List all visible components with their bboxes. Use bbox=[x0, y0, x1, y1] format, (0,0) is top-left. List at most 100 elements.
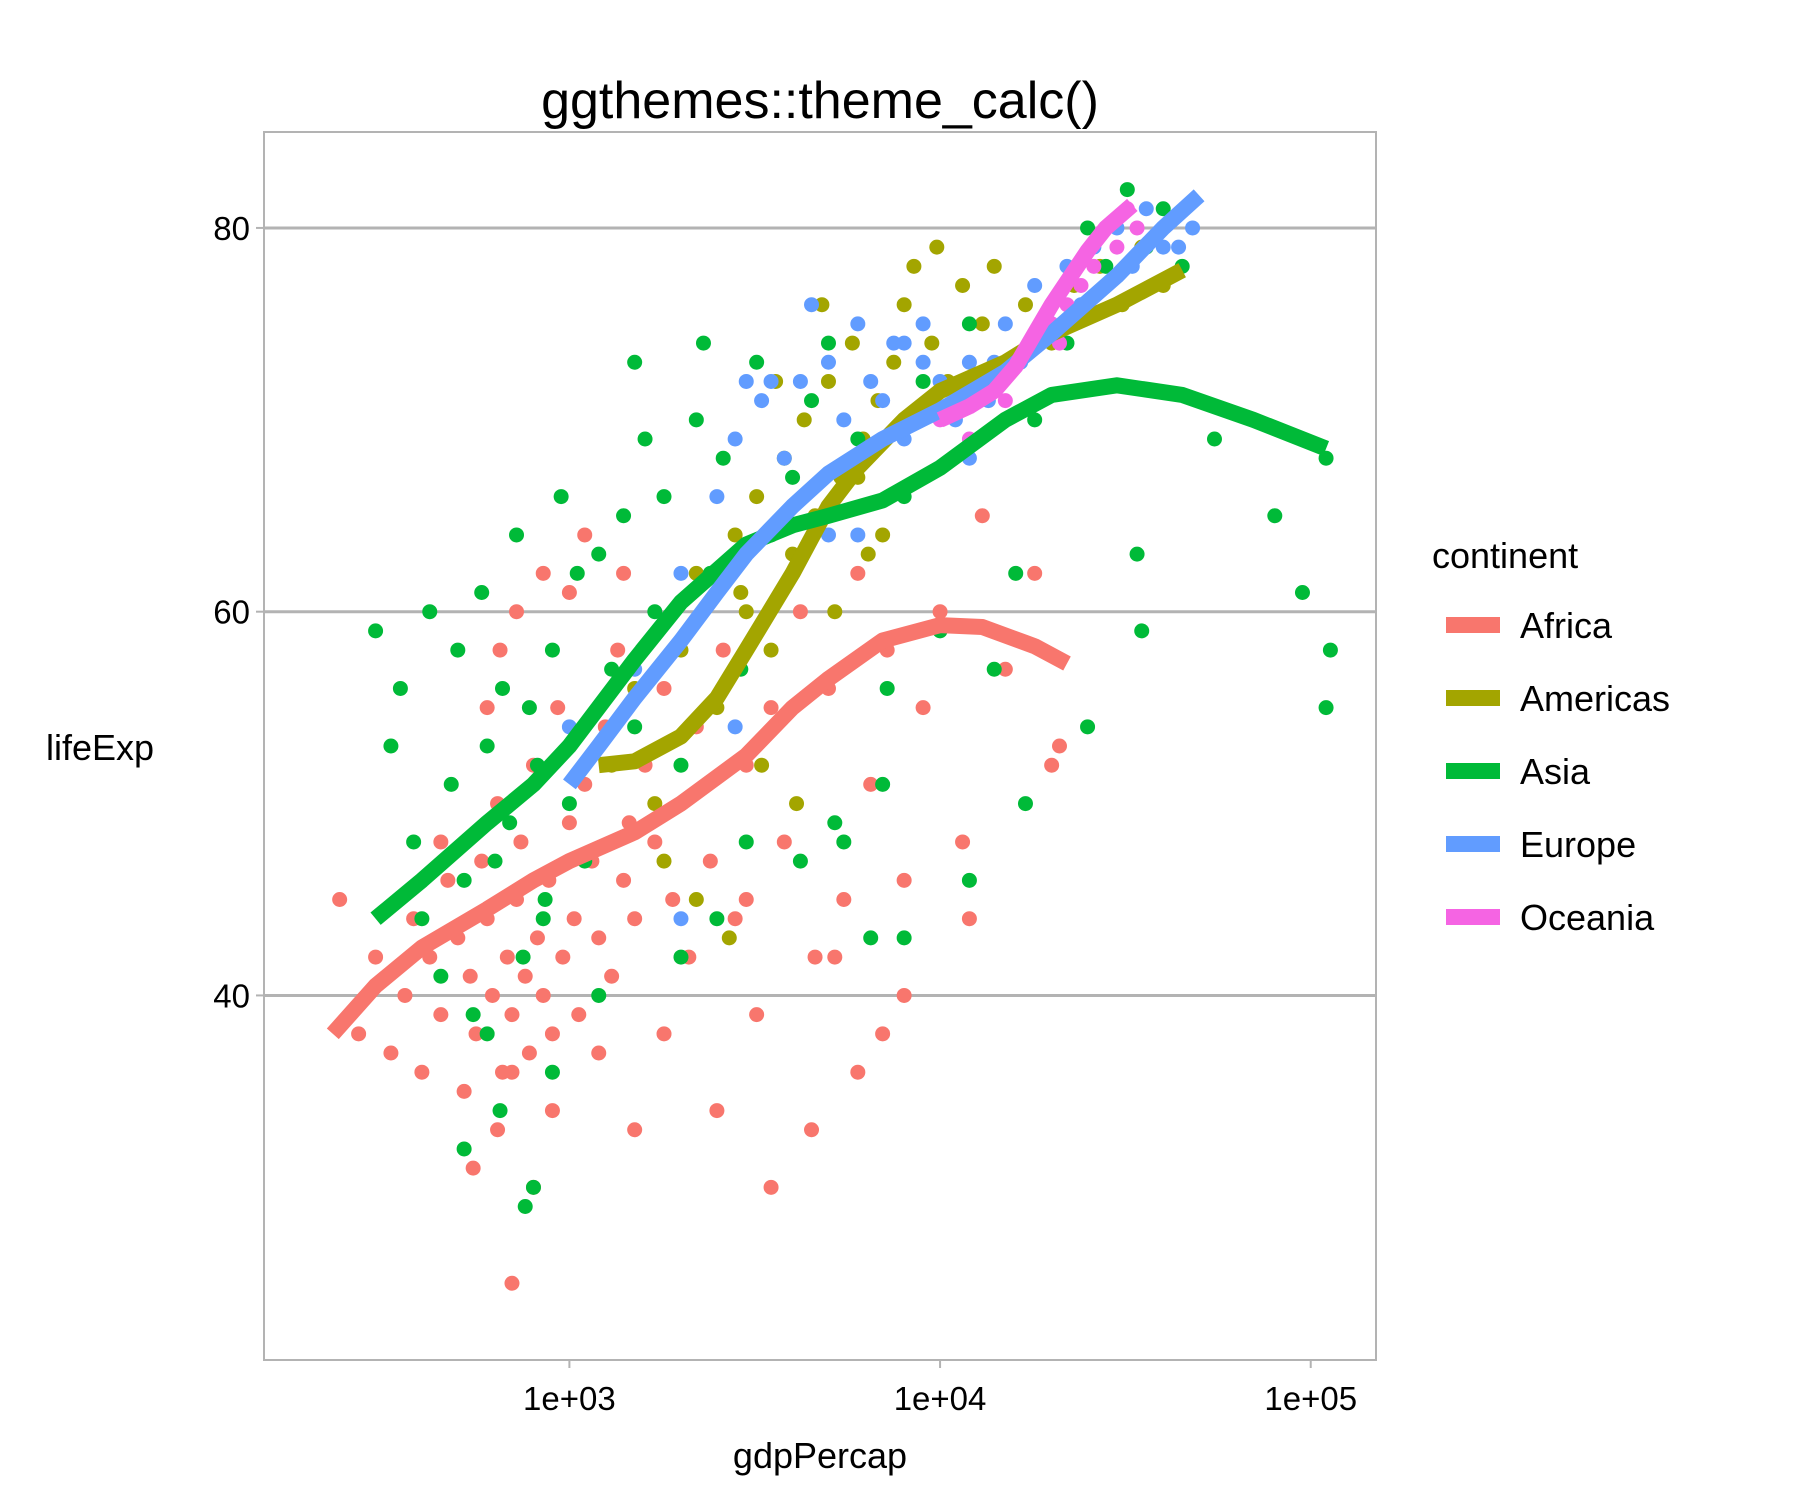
point-africa-27 bbox=[535, 987, 551, 1003]
point-americas-22 bbox=[924, 335, 940, 351]
point-asia-87 bbox=[535, 911, 551, 927]
point-americas-39 bbox=[827, 604, 843, 620]
legend-label-americas: Americas bbox=[1520, 678, 1670, 719]
point-asia-17 bbox=[515, 949, 531, 965]
smooth-lines bbox=[326, 189, 1330, 1040]
point-europe-43 bbox=[896, 335, 912, 351]
point-africa-55 bbox=[749, 1007, 765, 1023]
point-africa-40 bbox=[610, 642, 626, 658]
point-europe-13 bbox=[863, 373, 879, 389]
x-tick-label-0: 1e+03 bbox=[523, 1380, 616, 1417]
point-africa-99 bbox=[1044, 757, 1060, 773]
point-europe-12 bbox=[850, 316, 866, 332]
point-asia-18 bbox=[521, 700, 537, 716]
point-africa-0 bbox=[332, 892, 348, 907]
point-asia-32 bbox=[656, 489, 672, 505]
point-asia-50 bbox=[986, 661, 1002, 677]
point-africa-12 bbox=[462, 968, 478, 984]
legend: continent Africa Americas Asia Europe Oceani… bbox=[1432, 535, 1670, 938]
point-europe-6 bbox=[754, 393, 770, 409]
point-africa-22 bbox=[513, 834, 529, 850]
point-africa-46 bbox=[656, 680, 672, 696]
x-tick-label-1: 1e+04 bbox=[894, 1380, 987, 1417]
point-africa-59 bbox=[807, 949, 823, 965]
point-americas-6 bbox=[727, 527, 743, 543]
point-asia-44 bbox=[850, 431, 866, 447]
point-asia-3 bbox=[406, 834, 422, 850]
point-africa-96 bbox=[827, 949, 843, 965]
point-asia-30 bbox=[637, 431, 653, 447]
point-asia-84 bbox=[827, 815, 843, 831]
point-africa-53 bbox=[727, 911, 743, 927]
point-africa-3 bbox=[383, 1045, 399, 1061]
point-africa-37 bbox=[591, 930, 607, 946]
point-africa-89 bbox=[561, 585, 577, 600]
chart-title: ggthemes::theme_calc() bbox=[541, 72, 1099, 130]
point-africa-30 bbox=[550, 700, 566, 716]
point-africa-92 bbox=[433, 834, 449, 850]
point-africa-68 bbox=[955, 834, 971, 850]
point-europe-3 bbox=[709, 489, 725, 505]
point-africa-63 bbox=[863, 776, 879, 792]
point-africa-90 bbox=[504, 1275, 520, 1291]
point-asia-15 bbox=[502, 815, 518, 831]
point-africa-8 bbox=[433, 1007, 449, 1023]
point-asia-62 bbox=[1267, 508, 1283, 524]
point-africa-70 bbox=[997, 661, 1013, 677]
point-americas-34 bbox=[656, 853, 672, 869]
point-asia-1 bbox=[383, 738, 399, 754]
point-africa-76 bbox=[616, 565, 632, 581]
point-africa-39 bbox=[604, 968, 620, 984]
legend-item-americas: Americas bbox=[1446, 678, 1670, 719]
point-americas-12 bbox=[796, 412, 812, 428]
point-africa-23 bbox=[517, 968, 533, 984]
point-africa-13 bbox=[468, 1026, 484, 1042]
legend-item-africa: Africa bbox=[1446, 605, 1613, 646]
point-asia-5 bbox=[422, 604, 438, 620]
point-americas-24 bbox=[955, 278, 971, 293]
point-asia-42 bbox=[820, 335, 836, 351]
smooth-line-europe bbox=[563, 189, 1205, 790]
point-asia-70 bbox=[1017, 796, 1033, 812]
point-europe-33 bbox=[1138, 201, 1154, 217]
point-africa-75 bbox=[577, 527, 593, 543]
point-oceania-14 bbox=[997, 393, 1013, 409]
point-asia-64 bbox=[1318, 700, 1334, 716]
point-americas-46 bbox=[733, 585, 749, 600]
point-asia-13 bbox=[487, 853, 503, 869]
point-asia-14 bbox=[495, 680, 511, 696]
point-africa-31 bbox=[555, 949, 571, 965]
point-asia-31 bbox=[647, 604, 663, 620]
point-africa-6 bbox=[414, 1064, 430, 1080]
point-asia-77 bbox=[456, 1141, 472, 1157]
point-asia-38 bbox=[749, 354, 765, 370]
point-americas-45 bbox=[986, 258, 1002, 274]
y-tick-label-1: 60 bbox=[213, 594, 250, 631]
point-americas-14 bbox=[820, 373, 836, 389]
point-africa-95 bbox=[738, 892, 754, 907]
point-africa-9 bbox=[440, 872, 456, 888]
point-asia-76 bbox=[525, 1179, 541, 1195]
point-asia-80 bbox=[591, 987, 607, 1003]
point-europe-2 bbox=[673, 565, 689, 581]
point-africa-79 bbox=[504, 1064, 520, 1080]
legend-item-europe: Europe bbox=[1446, 824, 1636, 865]
point-africa-14 bbox=[474, 853, 490, 869]
point-europe-37 bbox=[673, 911, 689, 927]
point-asia-74 bbox=[673, 949, 689, 965]
point-europe-46 bbox=[915, 316, 931, 332]
point-europe-7 bbox=[776, 450, 792, 466]
point-africa-19 bbox=[499, 949, 515, 965]
point-africa-45 bbox=[647, 834, 663, 850]
point-americas-41 bbox=[875, 527, 891, 543]
point-africa-56 bbox=[763, 700, 779, 716]
point-asia-11 bbox=[474, 585, 490, 600]
point-europe-21 bbox=[961, 354, 977, 370]
point-asia-61 bbox=[1206, 431, 1222, 447]
point-oceania-9 bbox=[1086, 258, 1102, 274]
point-oceania-13 bbox=[1129, 220, 1145, 236]
point-americas-48 bbox=[814, 297, 830, 313]
point-asia-51 bbox=[1008, 565, 1024, 581]
point-europe-41 bbox=[820, 527, 836, 543]
